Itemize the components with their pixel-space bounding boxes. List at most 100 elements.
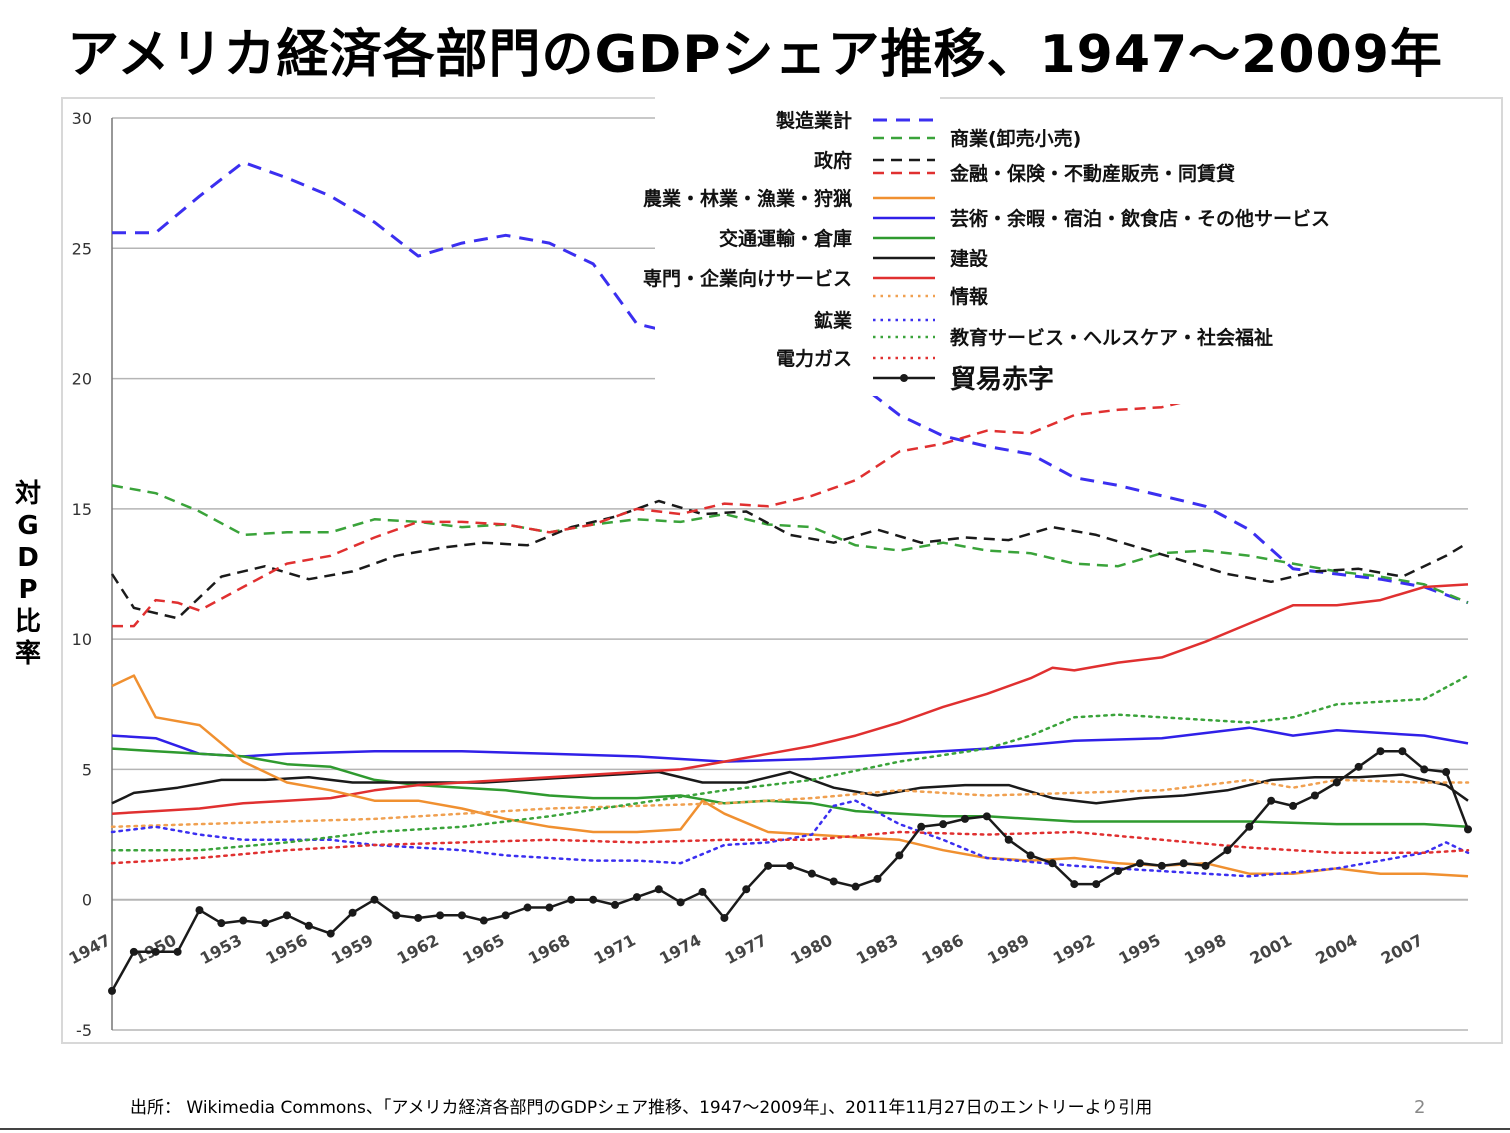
y-axis-label-char: 対 <box>14 479 41 509</box>
trade-deficit-point <box>282 911 291 920</box>
trade-deficit-point <box>1398 747 1407 756</box>
trade-deficit-point <box>1070 880 1079 889</box>
x-tick-label: 1998 <box>1181 930 1229 968</box>
series-line-9 <box>110 778 1470 829</box>
trade-deficit-point <box>807 869 816 878</box>
legend-label: 交通運輸・倉庫 <box>719 227 852 250</box>
series-line-5 <box>111 747 1469 829</box>
trade-deficit-point <box>545 903 554 912</box>
trade-deficit-point <box>960 814 969 823</box>
trade-deficit-point <box>523 903 532 912</box>
x-tick-label: 1968 <box>525 930 573 968</box>
source-citation: 出所： Wikimedia Commons、「アメリカ経済各部門のGDPシェア推… <box>130 1098 1153 1118</box>
trade-deficit-point <box>414 913 423 922</box>
y-axis-label-char: D <box>17 543 39 573</box>
trade-deficit-point <box>567 895 576 904</box>
footer-divider <box>0 1128 1510 1130</box>
trade-deficit-point <box>982 812 991 821</box>
trade-deficit-point <box>1245 822 1254 831</box>
trade-deficit-point <box>1026 851 1035 860</box>
legend-label: 農業・林業・漁業・狩猟 <box>643 187 852 210</box>
legend-label: 建設 <box>950 247 989 270</box>
y-tick-label: 15 <box>72 500 92 519</box>
x-tick-label: 1974 <box>656 930 704 968</box>
legend-label: 情報 <box>950 285 989 308</box>
trade-deficit-point <box>1157 861 1166 870</box>
series-line-6 <box>111 770 1469 805</box>
x-tick-label: 1965 <box>459 930 507 968</box>
x-tick-label: 1989 <box>984 930 1032 968</box>
trade-deficit-point <box>589 895 598 904</box>
trade-deficit-point <box>698 887 707 896</box>
trade-deficit-point <box>173 947 182 956</box>
trade-deficit-point <box>1332 778 1341 787</box>
trade-deficit-point <box>1442 768 1451 777</box>
trade-deficit-point <box>129 947 138 956</box>
y-axis-label-char: P <box>18 575 38 605</box>
y-tick-label: 20 <box>72 370 92 389</box>
x-tick-label: 2007 <box>1378 930 1426 968</box>
y-axis-label-char: G <box>17 511 39 541</box>
trade-deficit-point <box>1004 835 1013 844</box>
trade-deficit-point <box>1201 861 1210 870</box>
legend-label: 商業(卸売小売) <box>950 127 1081 150</box>
trade-deficit-point <box>108 986 116 995</box>
y-tick-label: 25 <box>72 239 92 258</box>
legend-swatch-marker <box>900 374 908 382</box>
legend-box-top <box>940 106 1150 114</box>
series-line-0 <box>112 160 1469 605</box>
trade-deficit-point <box>1464 825 1472 834</box>
trade-deficit-point <box>676 898 685 907</box>
x-tick-label: 1959 <box>328 930 376 968</box>
series-line-7 <box>111 583 1469 815</box>
trade-deficit-point <box>764 861 773 870</box>
trade-deficit-point <box>829 877 838 886</box>
trade-deficit-point <box>873 874 882 883</box>
trade-deficit-point <box>720 913 729 922</box>
y-tick-label: 0 <box>82 891 92 910</box>
legend-label: 専門・企業向けサービス <box>643 267 852 290</box>
x-tick-label: 1983 <box>853 930 901 968</box>
trade-deficit-point <box>1135 859 1144 868</box>
trade-deficit-point <box>851 882 860 891</box>
x-tick-label: 1953 <box>197 930 245 968</box>
series-line-4 <box>111 726 1469 763</box>
trade-deficit-point <box>195 906 204 915</box>
legend-label: 芸術・余暇・宿泊・飲食店・その他サービス <box>950 207 1330 230</box>
trade-deficit-point <box>1114 867 1123 876</box>
legend-label: 教育サービス・ヘルスケア・社会福祉 <box>950 326 1273 349</box>
legend-label: 政府 <box>814 149 852 172</box>
trade-deficit-point <box>370 895 379 904</box>
trade-deficit-point <box>742 885 751 894</box>
trade-deficit-point <box>239 916 248 925</box>
trade-deficit-point <box>632 893 641 902</box>
trade-deficit-point <box>479 916 488 925</box>
legend-label: 製造業計 <box>775 109 852 132</box>
legend-label: 貿易赤字 <box>950 364 1054 395</box>
trade-deficit-point <box>1310 791 1319 800</box>
legend-label: 金融・保険・不動産販売・同賃貸 <box>949 162 1235 185</box>
y-tick-label: 5 <box>82 760 92 779</box>
x-tick-label: 1962 <box>394 930 442 968</box>
trade-deficit-point <box>1092 880 1101 889</box>
x-tick-label: 1986 <box>919 930 967 968</box>
series-line-11 <box>110 674 1470 852</box>
slide-title: アメリカ経済各部門のGDPシェア推移、1947～2009年 <box>67 25 1443 85</box>
x-tick-label: 1992 <box>1050 930 1098 968</box>
page-number: 2 <box>1414 1097 1426 1118</box>
trade-deficit-point <box>304 921 313 930</box>
trade-deficit-point <box>457 911 466 920</box>
trade-deficit-point <box>786 861 794 870</box>
trade-deficit-point <box>939 820 948 829</box>
trade-deficit-point <box>436 911 445 920</box>
trade-deficit-point <box>151 947 160 956</box>
trade-deficit-point <box>261 919 270 928</box>
legend-box-right <box>940 114 1470 404</box>
series-line-1 <box>111 484 1469 604</box>
trade-deficit-point <box>1048 859 1057 868</box>
x-tick-label: 1971 <box>591 930 639 968</box>
x-tick-label: 2004 <box>1312 930 1360 968</box>
trade-deficit-point <box>1179 859 1188 868</box>
series-line-12 <box>110 830 1470 865</box>
